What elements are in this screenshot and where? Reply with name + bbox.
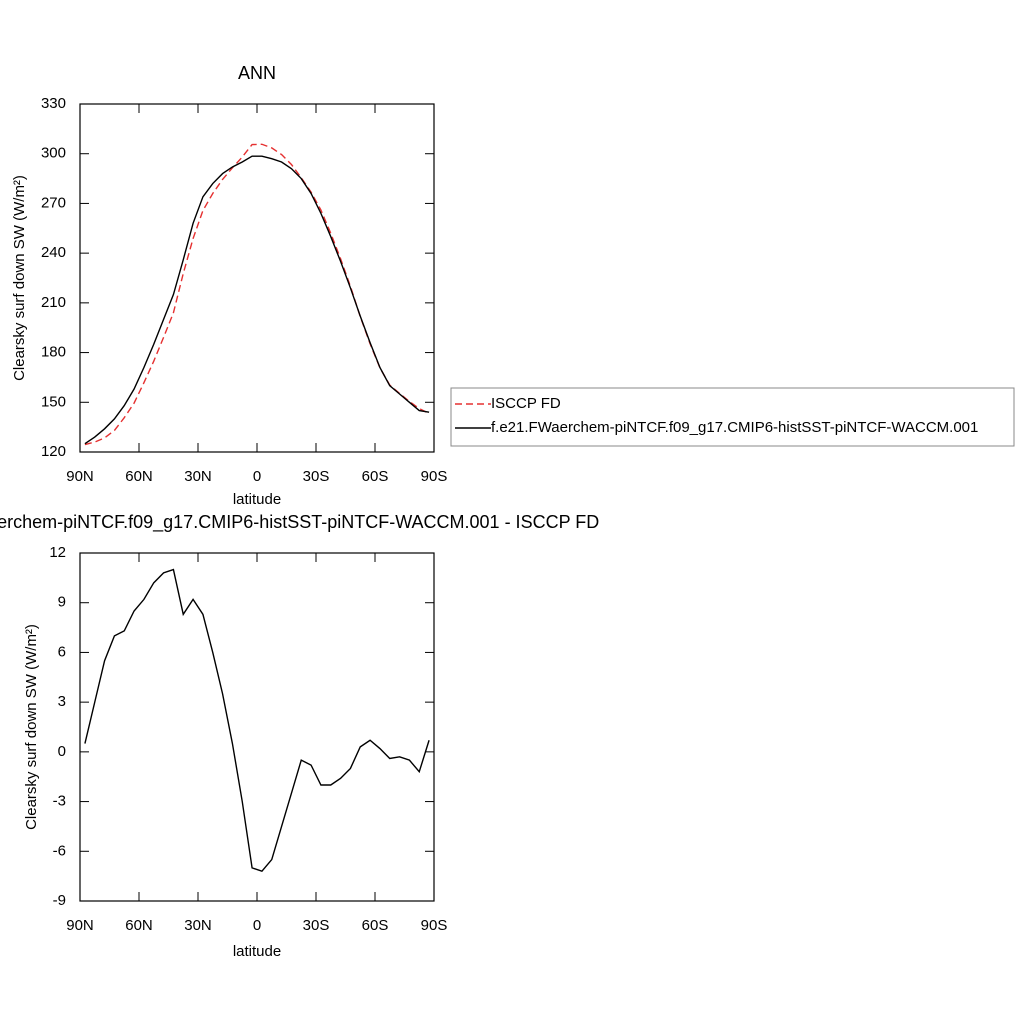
x-tick-label: 0: [253, 468, 261, 485]
x-axis-label: latitude: [233, 943, 281, 960]
x-tick-label: 30S: [303, 468, 330, 485]
y-tick-label: 150: [41, 393, 66, 410]
y-tick-label: 270: [41, 194, 66, 211]
x-tick-label: 90N: [66, 917, 94, 934]
legend-box: [450, 387, 1015, 447]
chart-title: ANN: [238, 63, 276, 83]
x-tick-label: 90S: [421, 468, 448, 485]
y-tick-label: 9: [58, 594, 66, 611]
x-tick-label: 30N: [184, 468, 212, 485]
data-line: [84, 568, 430, 872]
data-line: [84, 143, 430, 446]
y-tick-label: 330: [41, 95, 66, 112]
data-line: [84, 155, 430, 445]
y-axis-label: Clearsky surf down SW (W/m²): [23, 624, 40, 830]
y-tick-label: 180: [41, 344, 66, 361]
legend-label: ISCCP FD: [491, 395, 561, 412]
x-tick-label: 90N: [66, 468, 94, 485]
y-tick-label: -3: [53, 793, 66, 810]
y-tick-label: 120: [41, 443, 66, 460]
y-tick-label: 3: [58, 693, 66, 710]
x-axis-label: latitude: [233, 491, 281, 508]
y-tick-label: 300: [41, 145, 66, 162]
x-tick-label: 90S: [421, 917, 448, 934]
x-tick-label: 60N: [125, 468, 153, 485]
plot-frame: [79, 552, 435, 902]
x-tick-label: 60N: [125, 917, 153, 934]
y-tick-label: 0: [58, 743, 66, 760]
legend-label: f.e21.FWaerchem-piNTCF.f09_g17.CMIP6-his…: [491, 419, 978, 436]
x-tick-label: 30S: [303, 917, 330, 934]
y-tick-label: 240: [41, 244, 66, 261]
y-tick-label: 6: [58, 643, 66, 660]
y-tick-label: 210: [41, 294, 66, 311]
x-tick-label: 60S: [362, 468, 389, 485]
x-tick-label: 0: [253, 917, 261, 934]
y-tick-label: -9: [53, 892, 66, 909]
y-tick-label: -6: [53, 842, 66, 859]
x-tick-label: 30N: [184, 917, 212, 934]
y-axis-label: Clearsky surf down SW (W/m²): [11, 175, 28, 381]
chart-title: f.e21.FWaerchem-piNTCF.f09_g17.CMIP6-his…: [0, 512, 599, 533]
y-tick-label: 12: [49, 544, 66, 561]
x-tick-label: 60S: [362, 917, 389, 934]
